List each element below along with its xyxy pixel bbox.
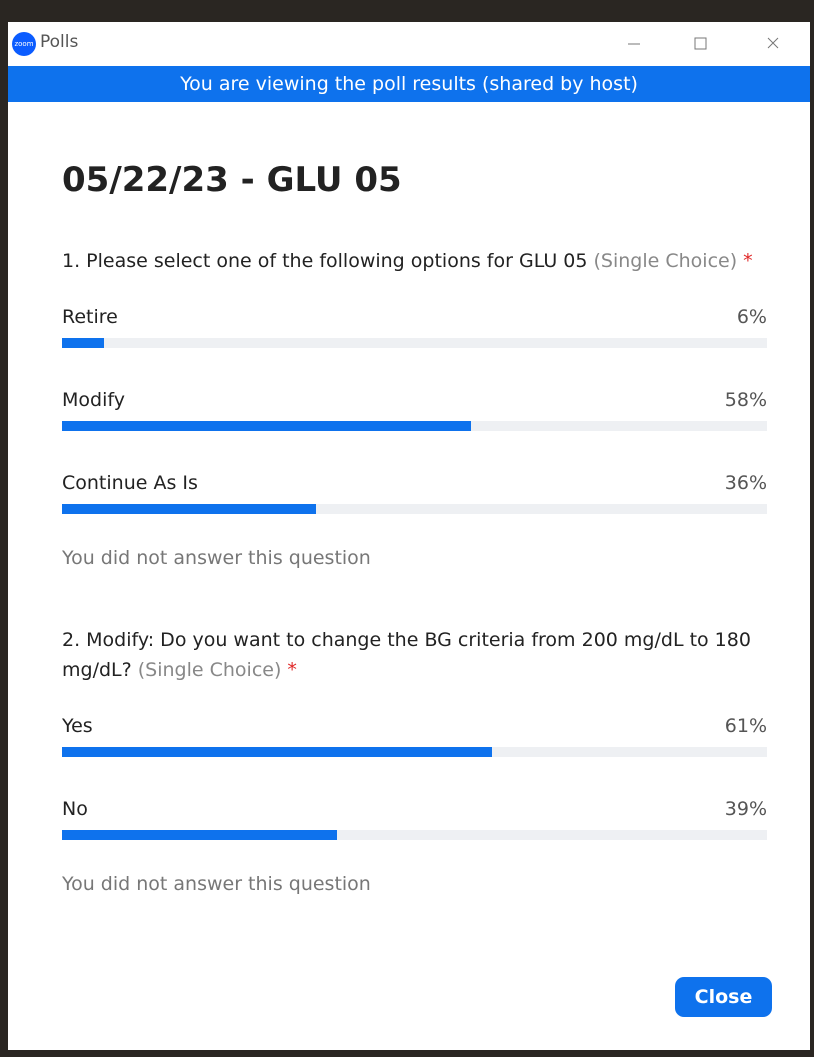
window-controls <box>610 22 810 66</box>
required-mark: * <box>287 659 297 681</box>
question-text: 2. Modify: Do you want to change the BG … <box>62 625 767 685</box>
option-label: Continue As Is <box>62 472 198 494</box>
option-label: No <box>62 798 88 820</box>
option-label: Retire <box>62 306 118 328</box>
bar <box>62 747 492 757</box>
app-icon: zoom <box>12 32 36 56</box>
question-kind: (Single Choice) <box>594 250 738 272</box>
option-percent: 58% <box>725 389 767 411</box>
questions: 1. Please select one of the following op… <box>62 246 767 895</box>
screen: zoom Polls You are viewing the poll resu… <box>0 0 814 1057</box>
required-mark: * <box>743 250 753 272</box>
option: Yes 61% <box>62 715 767 798</box>
bar-track <box>62 830 767 840</box>
poll-window: zoom Polls You are viewing the poll resu… <box>8 22 810 1050</box>
banner: You are viewing the poll results (shared… <box>8 66 810 102</box>
question-kind: (Single Choice) <box>138 659 282 681</box>
bar <box>62 421 471 431</box>
question-text: 1. Please select one of the following op… <box>62 246 767 276</box>
option-percent: 39% <box>725 798 767 820</box>
bar-track <box>62 421 767 431</box>
bar-track <box>62 504 767 514</box>
option-percent: 6% <box>737 306 767 328</box>
title-bar: zoom Polls <box>8 22 810 66</box>
option: Modify 58% <box>62 389 767 472</box>
option-label: Yes <box>62 715 93 737</box>
bar <box>62 338 104 348</box>
poll-content: 05/22/23 - GLU 05 1. Please select one o… <box>62 102 767 951</box>
option: Continue As Is 36% <box>62 472 767 555</box>
close-window[interactable] <box>768 38 778 48</box>
option-percent: 36% <box>725 472 767 494</box>
poll-title: 05/22/23 - GLU 05 <box>62 160 767 200</box>
bar-track <box>62 747 767 757</box>
bar-track <box>62 338 767 348</box>
option: Retire 6% <box>62 306 767 389</box>
bar <box>62 504 316 514</box>
maximize[interactable] <box>695 38 706 49</box>
option-percent: 61% <box>725 715 767 737</box>
app-name: Polls <box>40 32 78 52</box>
question: 1. Please select one of the following op… <box>62 250 587 272</box>
option-label: Modify <box>62 389 125 411</box>
close-button[interactable]: Close <box>675 977 772 1017</box>
bar <box>62 830 337 840</box>
option: No 39% <box>62 798 767 881</box>
